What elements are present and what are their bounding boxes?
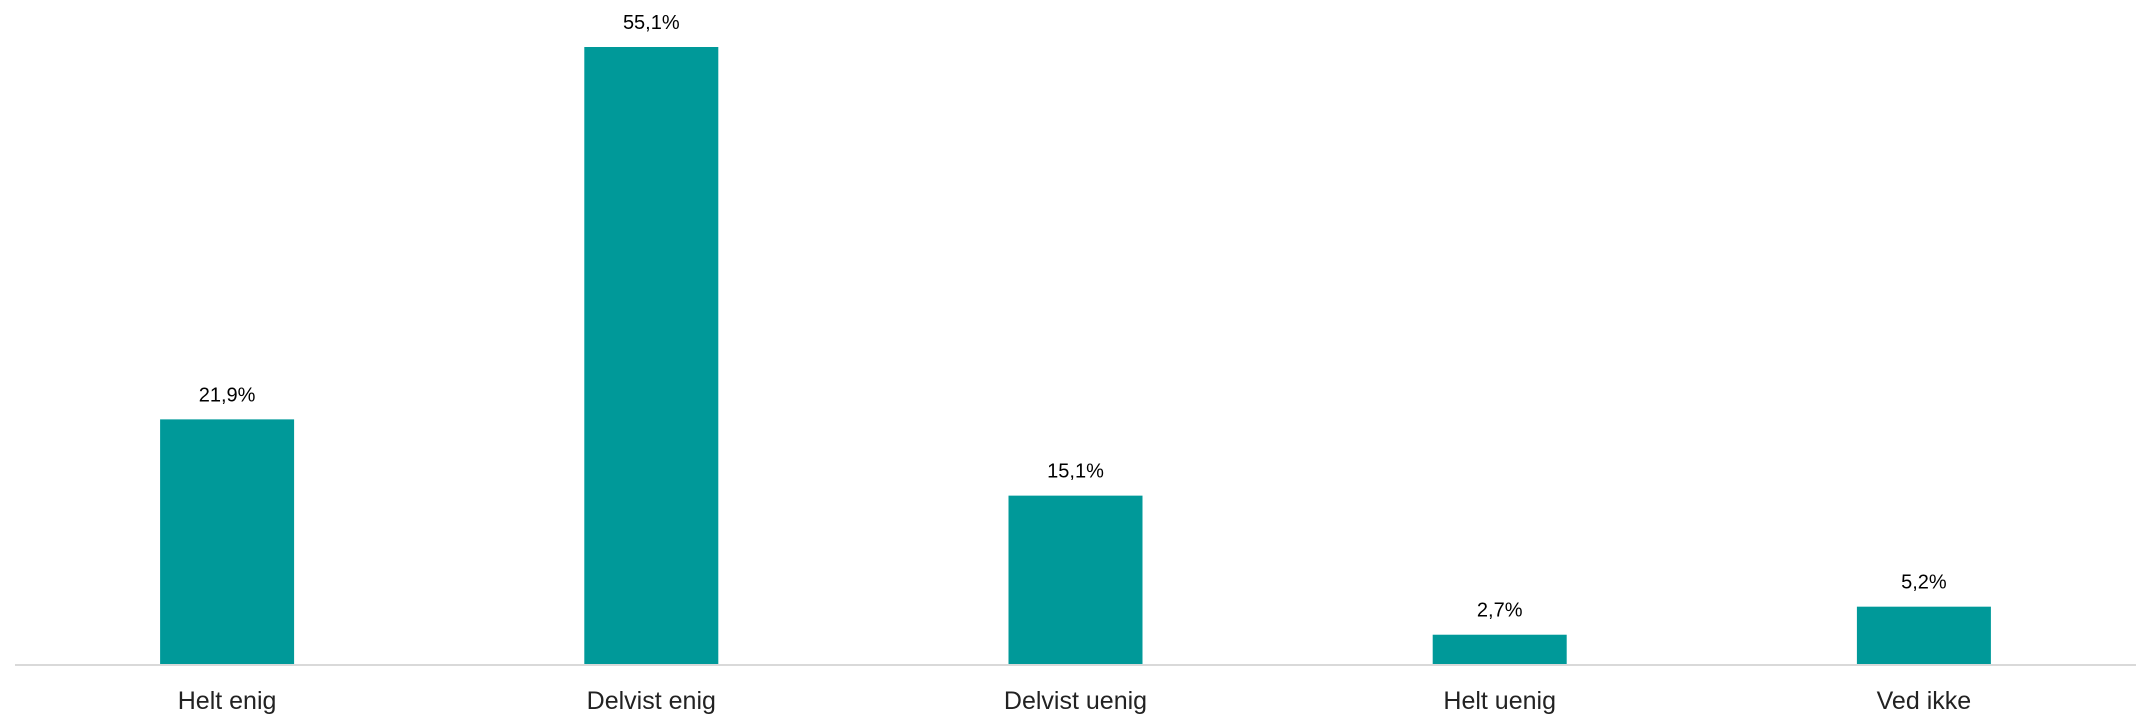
category-label: Delvist uenig — [1004, 687, 1147, 714]
data-label: 5,2% — [1901, 572, 1947, 594]
category-labels-group: Helt enig Delvist enig Delvist uenig Helt u… — [178, 687, 1971, 714]
bars-group — [160, 47, 1991, 665]
bar-helt-enig — [160, 419, 295, 665]
bar-delvist-uenig — [1008, 495, 1143, 665]
bar-helt-uenig — [1432, 634, 1567, 665]
data-label: 55,1% — [623, 12, 680, 34]
data-label: 21,9% — [199, 384, 256, 406]
category-label: Helt uenig — [1443, 687, 1556, 714]
data-label: 2,7% — [1477, 600, 1523, 622]
value-labels-group: 21,9% 55,1% 15,1% 2,7% 5,2% — [199, 12, 1947, 622]
category-label: Ved ikke — [1877, 687, 1972, 714]
category-label: Delvist enig — [587, 687, 716, 714]
data-label: 15,1% — [1047, 461, 1104, 483]
bar-ved-ikke — [1856, 606, 1991, 665]
category-label: Helt enig — [178, 687, 277, 714]
bar-delvist-enig — [584, 47, 719, 665]
